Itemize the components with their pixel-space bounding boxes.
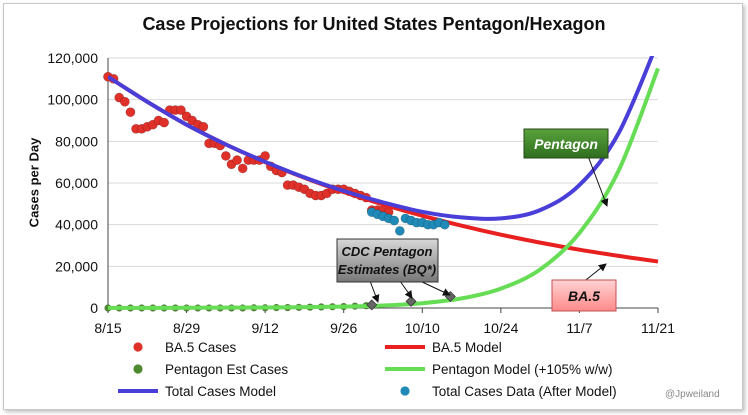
- x-tick-label: 8/15: [94, 320, 121, 336]
- legend-item: BA.5 Model: [385, 340, 502, 355]
- cdc-callout-label: Estimates (BQ*): [338, 262, 436, 277]
- ba-5-cases-point: [125, 107, 136, 118]
- credit-label: @Jpweiland: [665, 389, 720, 400]
- ba-5-model-line: [108, 75, 659, 264]
- legend-item: Total Cases Model: [118, 384, 276, 399]
- legend-swatch-dot: [400, 386, 410, 396]
- y-tick-label: 40,000: [55, 217, 98, 233]
- legend-swatch-dot: [133, 342, 143, 352]
- y-tick-label: 20,000: [55, 258, 98, 274]
- legend-item: Pentagon Model (+105% w/w): [385, 362, 612, 377]
- cdc-arrow: [399, 280, 413, 299]
- x-tick-label: 11/21: [641, 320, 675, 336]
- legend-label: Total Cases Data (After Model): [432, 384, 617, 399]
- cdc-arrow: [369, 280, 380, 303]
- y-tick-label: 100,000: [47, 92, 98, 108]
- ba-5-cases-point: [232, 155, 242, 165]
- ba5-callout-label: BA.5: [568, 288, 600, 304]
- x-tick-label: 9/26: [330, 320, 357, 336]
- total-cases-model-line: [108, 56, 655, 221]
- total-cases-data-after-model-point: [394, 226, 405, 236]
- y-tick-label: 80,000: [55, 133, 98, 149]
- ba-5-cases-point: [176, 105, 186, 115]
- cdc-callout-box: [336, 238, 439, 283]
- y-tick-label: 60,000: [55, 175, 98, 191]
- y-tick-label: 120,000: [47, 50, 98, 66]
- x-tick-label: 11/7: [566, 320, 592, 336]
- cdc-arrow: [419, 280, 451, 296]
- pentagon-callout-box: [523, 128, 609, 159]
- ba-5-cases-point: [220, 151, 231, 161]
- legend-label: BA.5 Model: [432, 340, 502, 355]
- ba5-callout-box: [551, 279, 617, 312]
- cdc-estimate-diamond: [366, 299, 378, 311]
- legend-label: BA.5 Cases: [165, 340, 237, 355]
- chart-title: Case Projections for United States Penta…: [142, 14, 606, 34]
- legend-label: Total Cases Model: [165, 384, 276, 399]
- pentagon-model-105-w-w-line: [108, 67, 660, 310]
- legend-label: Pentagon Est Cases: [165, 362, 288, 377]
- ba-5-cases-point: [119, 96, 130, 107]
- legend-label: Pentagon Model (+105% w/w): [432, 362, 612, 377]
- ba-5-cases-point: [237, 163, 248, 174]
- total-cases-data-after-model-point: [389, 215, 400, 226]
- x-tick-label: 10/24: [483, 320, 518, 336]
- cdc-estimate-diamond: [405, 295, 417, 307]
- x-tick-label: 9/12: [252, 320, 279, 336]
- cdc-callout-label: CDC Pentagon: [342, 244, 433, 259]
- total-cases-data-after-model-point: [439, 219, 450, 230]
- legend-item: Total Cases Data (After Model): [400, 384, 617, 399]
- legend-item: BA.5 Cases: [133, 340, 237, 355]
- pentagon-callout-label: Pentagon: [534, 136, 598, 152]
- ba-5-cases-point: [159, 117, 170, 128]
- pentagon-arrow: [587, 155, 609, 207]
- legend-swatch-dot: [133, 364, 143, 374]
- y-tick-label: 0: [90, 300, 98, 316]
- x-tick-label: 8/29: [173, 320, 200, 336]
- x-tick-label: 10/10: [405, 320, 440, 336]
- legend-item: Pentagon Est Cases: [133, 362, 288, 377]
